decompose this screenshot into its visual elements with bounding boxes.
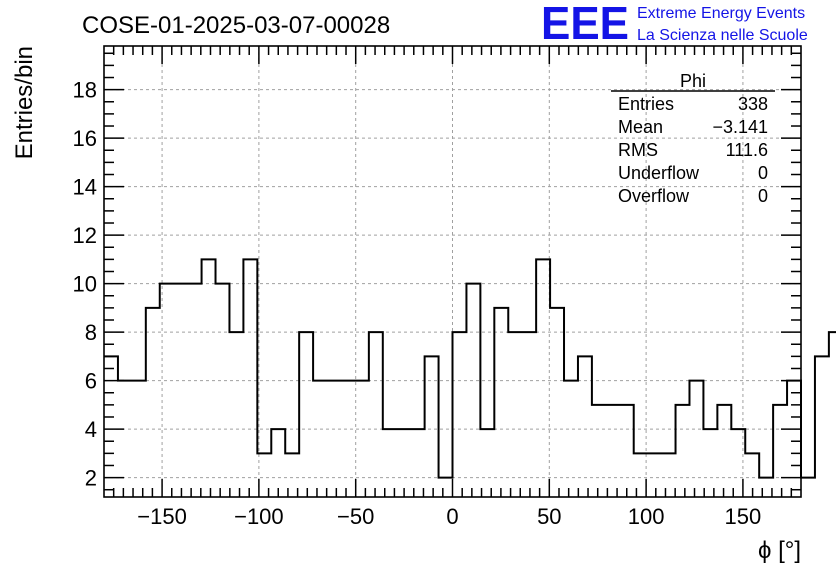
histogram-bin	[439, 478, 453, 497]
x-tick-label: 150	[725, 504, 762, 529]
histogram-bin	[550, 308, 564, 497]
histogram-bin	[648, 453, 662, 497]
histogram-bin	[188, 284, 202, 497]
y-tick-label: 12	[73, 223, 97, 248]
histogram-bin	[383, 429, 397, 497]
eee-logo-mark: EEE	[541, 0, 629, 49]
histogram-bin	[592, 405, 606, 497]
histogram-bin	[815, 356, 829, 497]
stats-label: Underflow	[618, 163, 700, 183]
histogram-bin	[508, 332, 522, 497]
stats-value: 111.6	[726, 140, 768, 160]
histogram-bin	[327, 381, 341, 497]
histogram-bin	[355, 381, 369, 497]
histogram-bin	[341, 381, 355, 497]
histogram-bin	[564, 381, 578, 497]
histogram-bin	[146, 308, 160, 497]
y-axis-label: Entries/bin	[11, 46, 38, 159]
y-tick-label: 18	[73, 78, 97, 103]
y-tick-label: 4	[85, 417, 97, 442]
y-tick-labels: 2 4 6 8 10 12 14 16 18	[73, 78, 97, 491]
stats-box-rows: Entries 338 Mean −3.141 RMS 111.6 Underflow 0 Ov…	[618, 94, 768, 206]
histogram-bin	[243, 259, 257, 497]
histogram-bin	[773, 405, 787, 497]
histogram-bin	[801, 478, 815, 497]
histogram-bars	[104, 258, 836, 497]
histogram-bin	[299, 332, 313, 497]
stats-label: Entries	[618, 94, 674, 114]
histogram-bin	[578, 356, 592, 497]
histogram-bin	[174, 284, 188, 497]
eee-logo: EEE Extreme Energy Events La Scienza nel…	[541, 0, 808, 49]
histogram-bin	[662, 453, 676, 497]
histogram-bin	[703, 429, 717, 497]
histogram-bin	[369, 332, 383, 497]
histogram-bin	[480, 429, 494, 497]
x-tick-label: 50	[537, 504, 561, 529]
y-tick-label: 14	[73, 175, 97, 200]
histogram-bin	[425, 356, 439, 497]
histogram-bin	[202, 259, 216, 497]
y-tick-label: 2	[85, 466, 97, 491]
histogram-bin	[787, 381, 801, 497]
axis-ticks	[104, 46, 801, 497]
histogram-bin	[759, 478, 773, 497]
histogram-bin	[411, 429, 425, 497]
x-tick-label: 0	[446, 504, 458, 529]
histogram-bin	[494, 308, 508, 497]
x-tick-label: −150	[137, 504, 187, 529]
histogram-bin	[829, 332, 836, 497]
histogram-bin	[216, 284, 230, 497]
histogram-bin	[118, 381, 132, 497]
x-tick-label: −50	[337, 504, 374, 529]
x-tick-labels: −150 −100 −50 0 50 100 150	[137, 504, 761, 529]
chart-title: COSE-01-2025-03-07-00028	[82, 12, 390, 39]
histogram-bin	[132, 381, 146, 497]
stats-label: Mean	[618, 117, 663, 137]
stats-value: 0	[758, 163, 768, 183]
y-tick-label: 10	[73, 272, 97, 297]
stats-box: Phi Entries 338 Mean −3.141 RMS 111.6 Underflo…	[611, 71, 775, 206]
stats-label: RMS	[618, 140, 658, 160]
x-axis-label: ϕ [°]	[758, 537, 801, 564]
histogram-bin	[466, 284, 480, 497]
histogram-bin	[271, 429, 285, 497]
histogram-bin	[717, 405, 731, 497]
histogram-bin	[104, 356, 118, 497]
stats-label: Overflow	[618, 186, 690, 206]
stats-value: −3.141	[712, 117, 768, 137]
logo-line-2: La Scienza nelle Scuole	[637, 27, 808, 44]
histogram-bin	[453, 332, 467, 497]
histogram-bin	[606, 405, 620, 497]
histogram-bin	[536, 259, 550, 497]
histogram-bin	[397, 429, 411, 497]
x-tick-label: 100	[628, 504, 665, 529]
stats-box-title: Phi	[680, 71, 706, 91]
x-tick-label: −100	[234, 504, 284, 529]
histogram-bin	[522, 332, 536, 497]
y-tick-label: 8	[85, 320, 97, 345]
histogram-outline	[104, 258, 836, 479]
histogram-bin	[676, 405, 690, 497]
histogram-bin	[160, 284, 174, 497]
histogram-bin	[313, 381, 327, 497]
logo-line-1: Extreme Energy Events	[637, 5, 805, 22]
histogram-bin	[620, 405, 634, 497]
histogram-bin	[689, 381, 703, 497]
stats-value: 338	[738, 94, 768, 114]
histogram-bin	[229, 332, 243, 497]
stats-value: 0	[758, 186, 768, 206]
y-tick-label: 6	[85, 369, 97, 394]
y-tick-label: 16	[73, 126, 97, 151]
